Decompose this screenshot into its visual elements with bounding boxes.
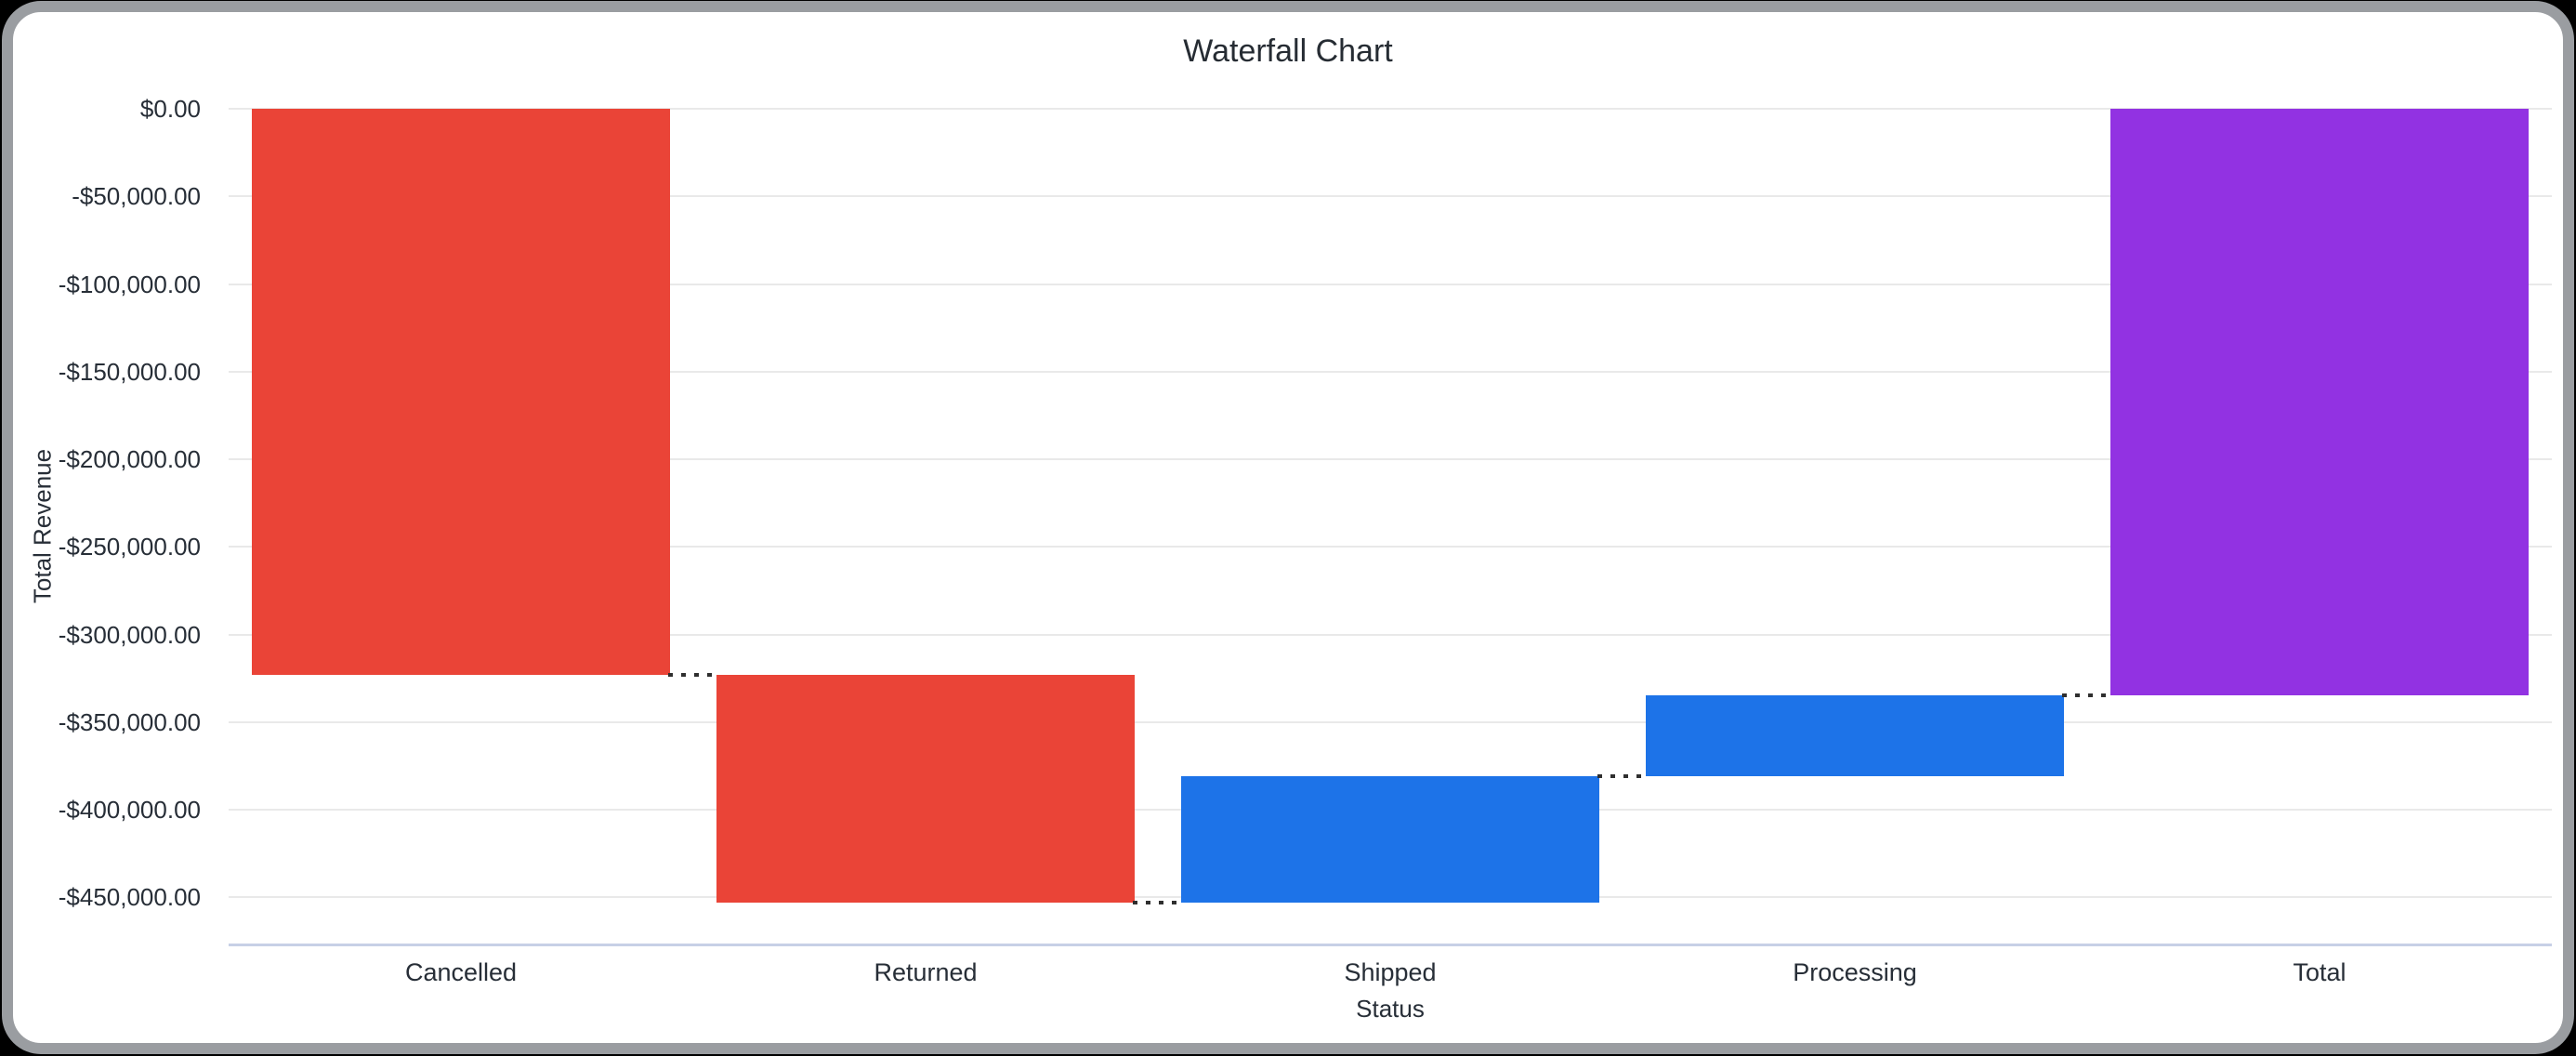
- x-tick-label: Total: [2293, 958, 2346, 986]
- gridline-5: [229, 546, 2552, 548]
- gridline-6: [229, 633, 2552, 636]
- bar-shipped[interactable]: [1181, 775, 1599, 904]
- y-tick-label: -$400,000.00: [58, 796, 201, 824]
- y-tick-label: -$300,000.00: [58, 620, 201, 649]
- x-axis-line: [229, 944, 2552, 946]
- x-axis-title: Status: [1356, 995, 1425, 1023]
- waterfall-connector: [1133, 901, 1183, 905]
- y-tick-label: -$350,000.00: [58, 707, 201, 736]
- bar-cancelled[interactable]: [252, 109, 670, 676]
- gridline-3: [229, 370, 2552, 373]
- bar-returned[interactable]: [716, 675, 1135, 904]
- y-tick-label: -$150,000.00: [58, 357, 201, 386]
- bar-total[interactable]: [2110, 109, 2529, 695]
- waterfall-connector: [668, 673, 718, 678]
- y-tick-label: -$450,000.00: [58, 883, 201, 912]
- gridline-7: [229, 720, 2552, 723]
- y-tick-label: $0.00: [139, 95, 201, 123]
- gridline-0: [229, 108, 2552, 110]
- waterfall-connector: [2062, 693, 2112, 697]
- y-tick-label: -$200,000.00: [58, 445, 201, 473]
- gridline-1: [229, 195, 2552, 198]
- chart-title: Waterfall Chart: [1183, 33, 1393, 69]
- gridline-2: [229, 283, 2552, 285]
- x-tick-label: Returned: [874, 958, 978, 986]
- gridline-4: [229, 458, 2552, 460]
- y-tick-label: -$100,000.00: [58, 270, 201, 298]
- bar-processing[interactable]: [1646, 694, 2064, 776]
- waterfall-connector: [1597, 773, 1648, 778]
- x-tick-label: Cancelled: [404, 958, 518, 986]
- y-tick-label: -$50,000.00: [72, 182, 201, 211]
- y-tick-label: -$250,000.00: [58, 533, 201, 561]
- x-tick-label: Processing: [1793, 958, 1917, 986]
- x-tick-label: Shipped: [1344, 958, 1437, 986]
